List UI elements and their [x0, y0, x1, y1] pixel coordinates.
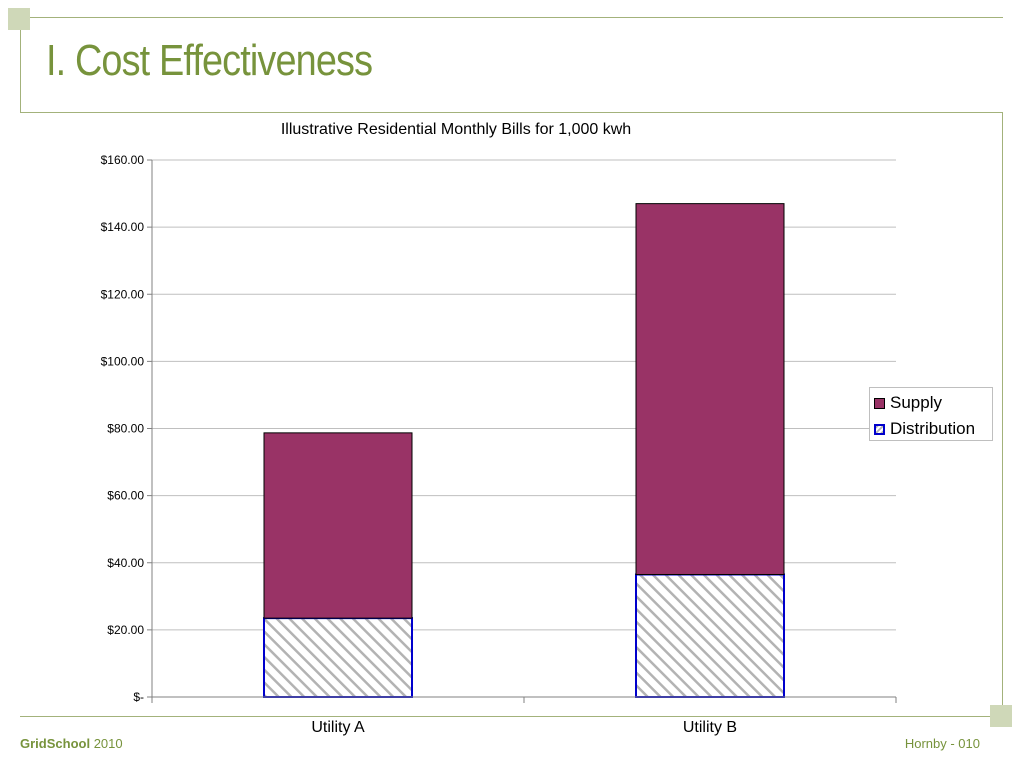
y-tick-label: $100.00	[101, 354, 145, 368]
chart-title: Illustrative Residential Monthly Bills f…	[280, 121, 632, 138]
y-tick-label: $-	[133, 690, 144, 704]
bar-supply-utility-a	[263, 432, 413, 619]
x-tick-label: Utility B	[683, 719, 737, 736]
footer-brand: GridSchool 2010	[20, 736, 123, 751]
y-tick-label: $160.00	[101, 153, 145, 167]
footer-brand-name: GridSchool	[20, 736, 91, 751]
frame-bottom-line	[20, 716, 1003, 717]
legend-label-distribution: Distribution	[890, 419, 976, 438]
footer-brand-year: 2010	[93, 736, 123, 751]
y-tick-label: $20.00	[107, 623, 144, 637]
axes	[147, 159, 897, 703]
frame-top-line	[20, 17, 1003, 18]
slide-title: I. Cost Effectiveness	[46, 36, 373, 85]
tick-labels: $- $20.00 $40.00 $60.00 $80.00 $100.00 $120.00…	[101, 153, 738, 736]
y-tick-label: $40.00	[107, 556, 144, 570]
legend-item-distribution: Distribution	[874, 418, 975, 440]
bar-distribution-utility-a	[263, 617, 413, 698]
y-tick-label: $140.00	[101, 220, 145, 234]
bar-distribution-utility-b	[635, 573, 785, 699]
bars	[263, 203, 785, 699]
legend-swatch-supply	[874, 397, 885, 409]
x-tick-label: Utility A	[311, 719, 365, 736]
footer-page-number: Hornby - 010	[904, 736, 980, 751]
legend-swatch-distribution	[874, 423, 885, 435]
y-tick-label: $120.00	[101, 287, 145, 301]
frame-right-line	[1002, 112, 1003, 717]
legend-item-supply: Supply	[874, 392, 942, 414]
chart-legend: Supply Distribution	[869, 387, 993, 441]
bar-supply-utility-b	[635, 203, 785, 575]
legend-label-supply: Supply	[890, 393, 942, 412]
y-tick-label: $80.00	[107, 422, 144, 436]
frame-left-line	[20, 17, 21, 113]
corner-square-top-left	[8, 8, 30, 30]
y-tick-label: $60.00	[107, 489, 144, 503]
frame-title-underline	[20, 112, 1003, 113]
corner-square-bottom-right	[990, 705, 1012, 727]
